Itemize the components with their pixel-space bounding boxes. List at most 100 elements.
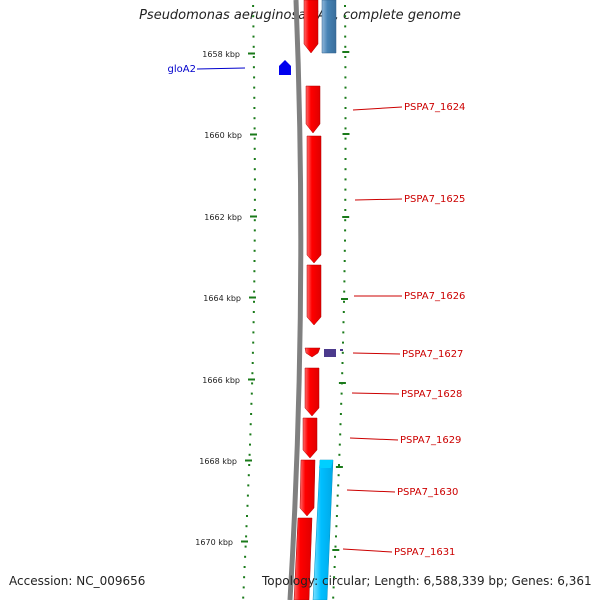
gene-feature-purple-tick [340, 349, 343, 351]
gene-feature-PSPA7_1624[interactable] [305, 85, 321, 134]
ruler-minor-tick [247, 484, 250, 487]
gene-feature-PSPA7_1627[interactable] [304, 347, 321, 358]
ruler-label-text: 1664 kbp [203, 294, 241, 303]
ruler-minor-tick [253, 147, 256, 150]
ruler-minor-tick [248, 464, 251, 466]
ruler-minor-tick [344, 127, 347, 130]
gene-feature-top[interactable] [303, 0, 319, 54]
ruler-minor-tick [252, 66, 255, 69]
gene-feature-top-reverse[interactable] [321, 0, 337, 54]
ruler-minor-tick [244, 545, 247, 548]
ruler-label-1660: 1660 kbp [204, 131, 257, 140]
ruler-major-tick [250, 133, 257, 136]
gene-label-PSPA7_1627[interactable]: PSPA7_1627 [402, 349, 463, 360]
gene-label-PSPA7_1630[interactable]: PSPA7_1630 [397, 487, 458, 498]
gene-feature-purple-reverse[interactable] [324, 349, 336, 357]
ruler-major-tick [248, 52, 255, 55]
leader-PSPA7_1625 [354, 198, 403, 201]
ruler-minor-tick [344, 137, 347, 140]
ruler-minor-tick [252, 331, 255, 334]
gene-label-PSPA7_1626[interactable]: PSPA7_1626 [404, 291, 465, 302]
ruler-minor-tick [340, 402, 343, 405]
ruler-minor-tick [343, 280, 346, 283]
gene-feature-PSPA7_1628[interactable] [304, 367, 320, 417]
ruler-minor-tick [248, 453, 251, 456]
ruler-minor-tick [332, 586, 335, 589]
ruler-minor-tick [343, 300, 345, 303]
gene-label-PSPA7_1624[interactable]: PSPA7_1624 [404, 102, 465, 113]
ruler-minor-tick [336, 504, 339, 507]
gene-label-PSPA7_1629[interactable]: PSPA7_1629 [400, 435, 461, 446]
ruler-minor-tick [344, 239, 346, 242]
ruler-minor-tick [344, 56, 347, 58]
ruler-labels: 1658 kbp 1660 kbp 1662 kbp 1664 kbp 1666… [195, 50, 257, 547]
ruler-minor-tick [252, 25, 255, 28]
ruler-minor-tick [344, 219, 347, 222]
leader-PSPA7_1630 [346, 489, 396, 493]
leader-PSPA7_1627 [352, 352, 401, 355]
genome-summary-text: Topology: circular; Length: 6,588,339 bp… [262, 574, 592, 588]
ruler-minor-tick [253, 168, 256, 171]
gene-label-PSPA7_1628[interactable]: PSPA7_1628 [401, 389, 462, 400]
gene-feature-gloA2[interactable] [279, 60, 291, 75]
leader-PSPA7_1624 [352, 106, 403, 111]
gene-feature-PSPA7_1629[interactable] [302, 417, 318, 459]
ruler-minor-tick [340, 392, 343, 395]
ruler-minor-tick [253, 229, 256, 232]
ruler-minor-tick [250, 413, 253, 415]
ruler-minor-tick [253, 127, 256, 130]
ruler-right-major-tick [338, 382, 346, 384]
ruler-minor-tick [334, 545, 337, 548]
ruler-minor-tick [344, 229, 347, 232]
ruler-major-tick [249, 296, 256, 299]
gene-label-PSPA7_1625[interactable]: PSPA7_1625 [404, 194, 465, 205]
ruler-minor-tick [253, 158, 256, 160]
ruler-minor-tick [251, 372, 254, 375]
ruler-minor-tick [344, 158, 347, 160]
ruler-label-1668: 1668 kbp [199, 457, 252, 466]
ruler-minor-tick [343, 249, 346, 252]
ruler-minor-tick [252, 311, 255, 313]
gene-feature-PSPA7_1631[interactable] [293, 517, 313, 600]
ruler-label-1662: 1662 kbp [204, 213, 257, 222]
ruler-minor-tick [338, 464, 340, 466]
ruler-minor-tick [253, 270, 256, 273]
ruler-minor-tick [253, 137, 256, 140]
ruler-minor-tick [341, 362, 344, 364]
gene-label-gloA2[interactable]: gloA2 [168, 64, 196, 75]
ruler-minor-tick [246, 494, 249, 497]
ruler-minor-tick [344, 66, 347, 69]
ruler-minor-tick [244, 555, 247, 558]
ruler-minor-tick [246, 515, 248, 517]
ruler-minor-tick [334, 555, 336, 558]
ruler-minor-tick [252, 35, 255, 38]
ruler-label-text: 1658 kbp [202, 50, 240, 59]
leader-PSPA7_1631 [342, 548, 393, 553]
ruler-right-major-tick [342, 216, 350, 218]
ruler-right-major-tick [341, 298, 348, 300]
ruler-minor-tick [333, 576, 336, 579]
gene-label-PSPA7_1631[interactable]: PSPA7_1631 [394, 547, 455, 558]
ruler-label-1666: 1666 kbp [202, 376, 255, 385]
ruler-minor-tick [342, 321, 345, 324]
ruler-minor-tick [344, 45, 347, 48]
ruler-minor-tick [251, 362, 254, 364]
ruler-label-text: 1662 kbp [204, 213, 242, 222]
gene-feature-PSPA7_1630[interactable] [299, 459, 316, 517]
gene-feature-cyan-reverse-cap [319, 460, 333, 468]
gene-feature-PSPA7_1625[interactable] [306, 135, 322, 264]
ruler-label-1664: 1664 kbp [203, 294, 256, 303]
ruler-minor-tick [245, 535, 248, 538]
gene-feature-PSPA7_1626[interactable] [306, 264, 322, 326]
ruler-minor-tick [253, 219, 256, 222]
ruler-minor-tick [242, 586, 245, 589]
ruler-minor-tick [344, 35, 347, 38]
ruler-minor-tick [251, 351, 254, 354]
ruler-minor-tick [253, 198, 256, 201]
ruler-minor-tick [253, 209, 256, 211]
ruler-major-tick [248, 378, 255, 381]
gene-features [279, 0, 343, 600]
ruler-minor-tick [344, 86, 347, 89]
ruler-minor-tick [245, 525, 248, 528]
ruler-minor-tick [253, 239, 256, 242]
